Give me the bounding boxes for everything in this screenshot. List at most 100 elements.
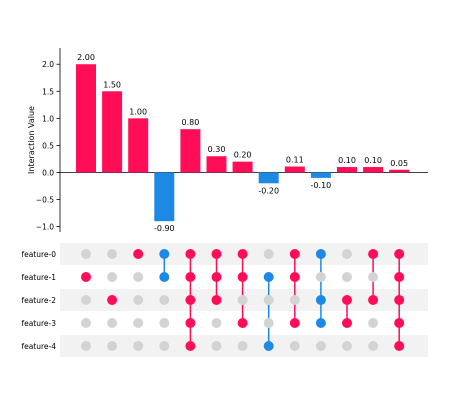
feature-label: feature-3 — [21, 319, 56, 328]
matrix-dot-active — [237, 318, 248, 328]
matrix-dot-active — [185, 272, 196, 282]
bar-value-label: 0.10 — [338, 156, 356, 165]
matrix-dot-active — [342, 295, 352, 305]
matrix-dot-inactive — [159, 318, 170, 328]
matrix-dot-inactive — [342, 272, 352, 282]
y-tick-label: 0.5 — [42, 141, 54, 150]
matrix-dot-active — [263, 341, 274, 351]
matrix-dot-inactive — [237, 295, 248, 305]
bar — [363, 167, 384, 173]
bar-value-label: 1.50 — [103, 80, 121, 89]
matrix-dot-active — [315, 318, 326, 328]
matrix-dot-active — [211, 272, 222, 282]
matrix-dot-inactive — [107, 272, 118, 282]
bar — [284, 166, 305, 173]
y-tick-label: −0.5 — [36, 196, 54, 205]
bar-value-label: 0.10 — [364, 156, 382, 165]
matrix-dot-active — [107, 295, 118, 305]
matrix-dot-inactive — [368, 272, 379, 282]
bar — [76, 64, 96, 173]
bar-value-label: 2.00 — [77, 53, 95, 62]
matrix-dot-active — [394, 272, 405, 282]
matrix-dot-inactive — [315, 272, 326, 282]
matrix-dot-active — [394, 249, 405, 259]
matrix-dot-inactive — [81, 318, 91, 328]
bar — [337, 167, 357, 173]
bar — [232, 161, 253, 173]
matrix-dot-inactive — [263, 295, 274, 305]
matrix-dot-inactive — [81, 249, 91, 259]
bar-value-label: -0.10 — [311, 181, 332, 190]
matrix-dot-active — [81, 272, 91, 282]
matrix-dot-inactive — [211, 318, 222, 328]
matrix-dot-inactive — [237, 341, 248, 351]
matrix-dot-active — [185, 318, 196, 328]
matrix-dot-active — [368, 295, 379, 305]
matrix-dot-active — [133, 249, 144, 259]
bar-value-label: 1.00 — [129, 107, 147, 116]
matrix-dot-active — [368, 249, 379, 259]
matrix-dot-active — [159, 272, 170, 282]
feature-label: feature-4 — [21, 342, 56, 351]
matrix-dot-active — [237, 272, 248, 282]
bars: 2.00 1.50 1.00 -0.90 0.80 0.30 0.20 -0.20 0.11 -0… — [76, 53, 410, 233]
matrix-dot-inactive — [368, 341, 379, 351]
matrix-dot-active — [315, 295, 326, 305]
matrix-dot-inactive — [107, 249, 118, 259]
bar-value-label: 0.05 — [390, 159, 408, 168]
matrix-dot-inactive — [133, 295, 144, 305]
feature-matrix: feature-0 feature-1 feature-2 feature-3 feat… — [21, 249, 405, 351]
feature-label: feature-1 — [21, 273, 56, 282]
bar — [389, 169, 410, 173]
matrix-dot-inactive — [81, 341, 91, 351]
bar — [128, 118, 149, 173]
matrix-dot-inactive — [159, 341, 170, 351]
bar-value-label: -0.90 — [154, 224, 175, 233]
matrix-dot-active — [394, 341, 405, 351]
bar — [102, 91, 123, 173]
matrix-dot-active — [394, 295, 405, 305]
y-axis: Interaction Value −1.0 −0.5 0.0 0.5 1.0 1.5 2.… — [27, 48, 428, 232]
matrix-dot-inactive — [107, 318, 118, 328]
matrix-dot-inactive — [289, 341, 300, 351]
matrix-dot-active — [185, 341, 196, 351]
matrix-dot-active — [159, 249, 170, 259]
matrix-dot-active — [394, 318, 405, 328]
matrix-dot-inactive — [342, 341, 352, 351]
y-tick-label: −1.0 — [36, 223, 54, 232]
bar-value-label: 0.80 — [181, 118, 199, 127]
matrix-dot-inactive — [133, 318, 144, 328]
matrix-dot-inactive — [81, 295, 91, 305]
matrix-dot-active — [263, 272, 274, 282]
matrix-dot-active — [342, 318, 352, 328]
matrix-dot-inactive — [368, 318, 379, 328]
matrix-dot-inactive — [289, 295, 300, 305]
feature-label: feature-0 — [21, 250, 56, 259]
matrix-dot-active — [289, 318, 300, 328]
bar-value-label: -0.20 — [258, 186, 279, 195]
matrix-dot-inactive — [211, 341, 222, 351]
matrix-dot-active — [211, 295, 222, 305]
y-tick-label: 1.5 — [42, 87, 54, 96]
bar — [206, 156, 227, 173]
bar-value-label: 0.30 — [208, 145, 226, 154]
matrix-dot-active — [185, 249, 196, 259]
matrix-dot-inactive — [107, 341, 118, 351]
matrix-dot-inactive — [133, 272, 144, 282]
matrix-dot-inactive — [263, 318, 274, 328]
matrix-dot-inactive — [159, 295, 170, 305]
matrix-dot-inactive — [263, 249, 274, 259]
matrix-dot-active — [315, 249, 326, 259]
matrix-dot-inactive — [342, 249, 352, 259]
y-axis-label: Interaction Value — [27, 106, 36, 174]
y-tick-label: 1.0 — [42, 114, 54, 123]
bar — [180, 129, 201, 173]
bar-value-label: 0.20 — [234, 151, 252, 160]
matrix-dot-active — [237, 249, 248, 259]
matrix-dot-active — [211, 249, 222, 259]
matrix-dot-active — [289, 249, 300, 259]
matrix-dot-inactive — [315, 341, 326, 351]
matrix-dot-active — [289, 272, 300, 282]
matrix-dot-active — [185, 295, 196, 305]
